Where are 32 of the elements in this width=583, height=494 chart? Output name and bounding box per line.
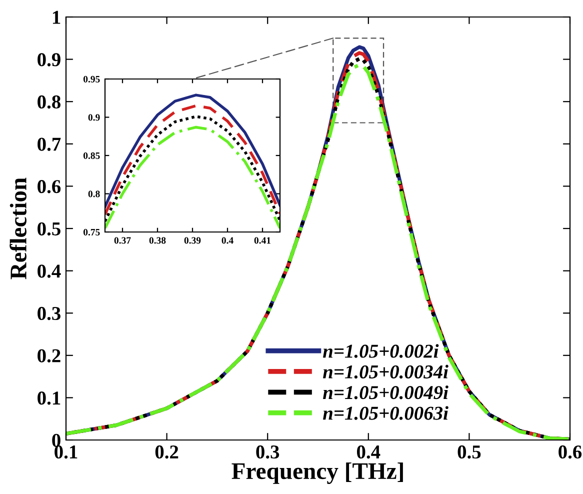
y-tick-label: 0.75 (83, 228, 100, 236)
y-tick-label: 0.8 (88, 190, 100, 198)
legend-label: n=1.05+0.0049i (323, 385, 448, 400)
legend-label: n=1.05+0.0034i (323, 364, 448, 379)
y-axis-title: Reflection (10, 178, 26, 280)
legend-label: n=1.05+0.002i (323, 344, 439, 358)
y-tick-label: 1 (52, 10, 60, 24)
x-tick-label: 0.6 (558, 445, 582, 459)
y-tick-label: 0.95 (83, 76, 100, 83)
x-tick-label: 0.2 (155, 445, 178, 459)
y-tick-label: 0.7 (38, 138, 61, 151)
x-axis-title: Frequency [THz] (232, 462, 403, 484)
y-tick-label: 0.1 (38, 392, 60, 405)
x-tick-label: 0.37 (114, 237, 131, 244)
y-tick-label: 0.9 (88, 114, 100, 121)
y-tick-label: 0.6 (38, 180, 61, 194)
y-tick-label: 0.3 (38, 306, 60, 320)
x-tick-label: 0.4 (222, 237, 234, 244)
x-tick-label: 0.5 (458, 445, 481, 459)
x-tick-label: 0.3 (256, 445, 280, 459)
y-tick-label: 0.4 (38, 264, 61, 278)
x-tick-label: 0.41 (254, 237, 271, 244)
y-tick-label: 0 (52, 434, 60, 447)
x-tick-label: 0.38 (149, 237, 166, 244)
y-tick-label: 0.2 (38, 349, 60, 362)
legend-label: n=1.05+0.0063i (323, 406, 448, 420)
y-tick-label: 0.9 (38, 53, 60, 66)
x-tick-label: 0.39 (184, 237, 201, 244)
y-tick-label: 0.85 (83, 152, 100, 160)
y-tick-label: 0.8 (38, 95, 60, 109)
line-series (105, 126, 280, 230)
x-tick-label: 0.4 (356, 445, 380, 459)
